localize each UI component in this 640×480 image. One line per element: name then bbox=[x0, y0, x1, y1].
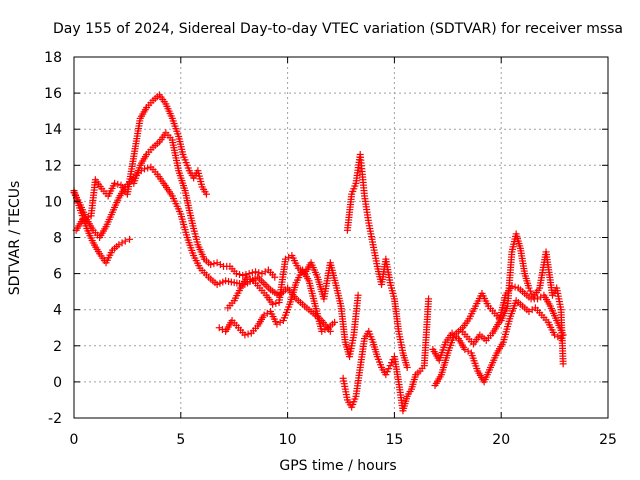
data-point bbox=[255, 269, 263, 277]
data-point bbox=[354, 291, 362, 299]
y-tick-label: -2 bbox=[48, 411, 62, 427]
data-point bbox=[126, 235, 134, 243]
data-point bbox=[528, 306, 536, 314]
data-point bbox=[210, 260, 218, 268]
data-point bbox=[118, 239, 126, 247]
data-point bbox=[285, 253, 293, 261]
data-point bbox=[528, 290, 536, 298]
data-point bbox=[269, 300, 277, 308]
y-tick-label: 14 bbox=[44, 122, 62, 138]
data-point bbox=[511, 283, 519, 291]
data-point bbox=[140, 165, 148, 173]
data-point bbox=[241, 331, 249, 339]
y-tick-label: 12 bbox=[44, 158, 62, 174]
data-point bbox=[252, 268, 260, 276]
data-point bbox=[263, 282, 271, 290]
data-point bbox=[554, 333, 562, 341]
data-point bbox=[111, 179, 119, 187]
y-tick-label: 16 bbox=[44, 86, 62, 102]
data-point bbox=[526, 287, 534, 295]
data-point bbox=[388, 359, 396, 367]
data-point bbox=[386, 362, 394, 370]
x-tick-label: 10 bbox=[279, 432, 297, 448]
y-tick-label: 10 bbox=[44, 194, 62, 210]
data-points bbox=[70, 91, 567, 415]
data-point bbox=[276, 318, 284, 326]
data-point bbox=[382, 371, 390, 379]
data-point bbox=[271, 273, 279, 281]
data-point bbox=[207, 261, 215, 269]
data-point bbox=[202, 190, 210, 198]
x-tick-label: 20 bbox=[492, 432, 510, 448]
data-point bbox=[559, 360, 567, 368]
data-point bbox=[239, 271, 247, 279]
y-tick-label: 6 bbox=[53, 267, 62, 283]
y-axis-label: SDTVAR / TECUs bbox=[7, 181, 23, 296]
x-tick-label: 0 bbox=[70, 432, 79, 448]
data-point bbox=[244, 330, 252, 338]
y-tick-label: 0 bbox=[53, 375, 62, 391]
y-tick-label: 4 bbox=[53, 303, 62, 319]
data-point bbox=[121, 237, 129, 245]
data-point bbox=[272, 299, 280, 307]
data-point bbox=[265, 284, 273, 292]
data-point bbox=[403, 363, 411, 371]
data-point bbox=[425, 295, 433, 303]
y-tick-label: 18 bbox=[44, 50, 62, 66]
y-tick-label: 8 bbox=[53, 231, 62, 247]
data-point bbox=[385, 365, 393, 373]
data-point bbox=[144, 164, 152, 172]
x-axis-label: GPS time / hours bbox=[279, 458, 396, 474]
gridlines bbox=[74, 57, 608, 418]
data-point bbox=[216, 261, 224, 269]
data-point bbox=[261, 268, 269, 276]
data-point bbox=[245, 270, 253, 278]
x-tick-label: 5 bbox=[176, 432, 185, 448]
chart-title: Day 155 of 2024, Sidereal Day-to-day VTE… bbox=[53, 21, 623, 37]
data-point bbox=[114, 180, 122, 188]
data-point bbox=[525, 284, 533, 292]
x-tick-label: 25 bbox=[599, 432, 617, 448]
data-point bbox=[464, 347, 472, 355]
data-point bbox=[236, 271, 244, 279]
x-tick-label: 15 bbox=[385, 432, 403, 448]
data-point bbox=[383, 368, 391, 376]
axis-ticks: 0 5 10 15 20 25 -2 0 2 4 6 8 10 12 14 16 18 bbox=[44, 50, 617, 448]
data-point bbox=[232, 270, 240, 278]
data-point bbox=[261, 280, 269, 288]
data-point bbox=[263, 309, 271, 317]
data-point bbox=[248, 269, 256, 277]
data-point bbox=[213, 259, 221, 267]
data-point bbox=[215, 324, 223, 332]
y-tick-label: 2 bbox=[53, 339, 62, 355]
data-point bbox=[331, 318, 339, 326]
